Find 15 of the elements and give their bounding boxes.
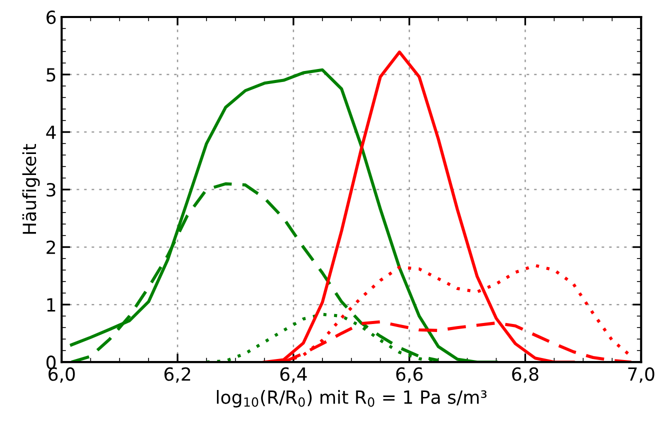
y-tick-label: 3 xyxy=(46,183,56,197)
x-tick-label: 6,2 xyxy=(164,367,190,383)
y-tick-label: 2 xyxy=(46,240,55,254)
y-tick-label: 4 xyxy=(46,126,56,139)
y-tick-label: 5 xyxy=(46,68,56,82)
x-tick-label: 6,4 xyxy=(280,367,307,383)
y-tick-label: 0 xyxy=(46,356,56,370)
x-tick-label: 6,0 xyxy=(48,367,75,383)
y-tick-label: 1 xyxy=(47,298,56,312)
x-tick-label: 7,0 xyxy=(628,367,654,383)
y-tick-label: 6 xyxy=(46,10,56,24)
x-tick-label: 6,8 xyxy=(512,367,538,383)
y-axis-title: Häufigkeit xyxy=(22,144,40,234)
x-tick-label: 6,6 xyxy=(396,367,423,383)
x-axis-title: log$_{10}$(R/R$_{0}$) mit R$_{0}$ = 1 Pa s/m³ xyxy=(216,390,487,408)
